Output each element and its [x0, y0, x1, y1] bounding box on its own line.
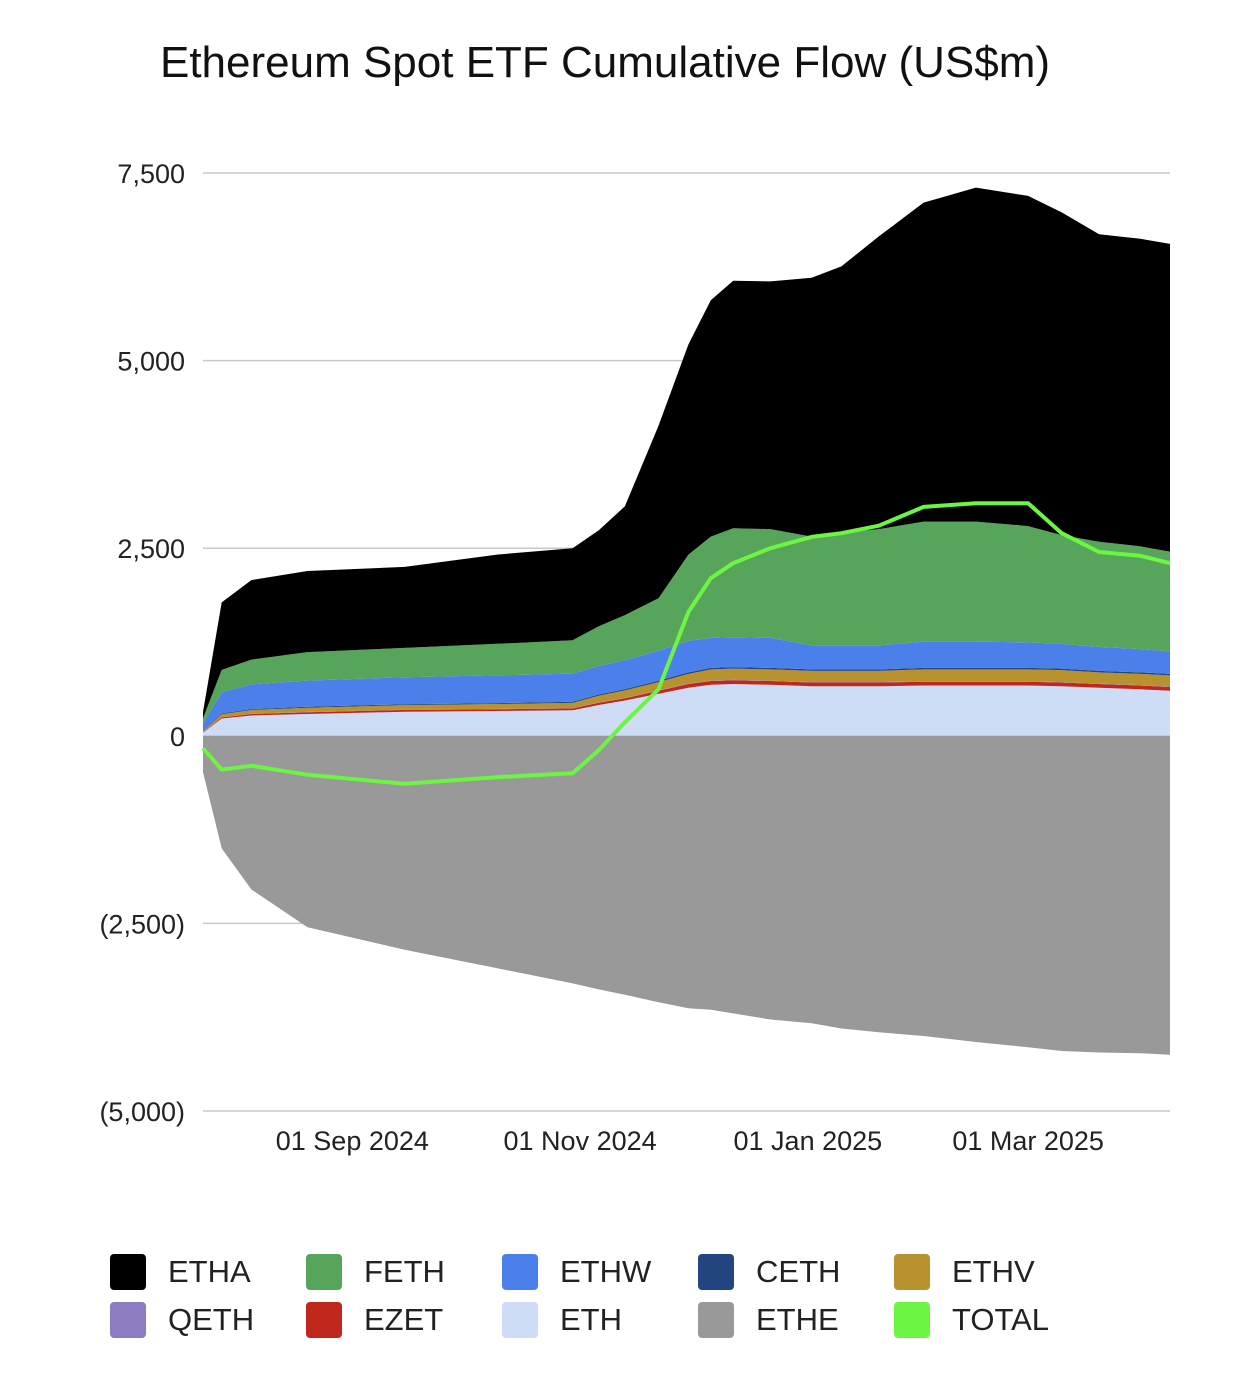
y-tick-label: (2,500): [99, 909, 185, 939]
legend-label: QETH: [168, 1302, 255, 1337]
legend-item[interactable]: ETHW: [502, 1254, 698, 1290]
x-tick-label: 01 Nov 2024: [504, 1126, 657, 1156]
legend-item[interactable]: ETHE: [698, 1302, 894, 1338]
legend-label: EZET: [364, 1302, 444, 1337]
area-ethv: [203, 668, 1170, 733]
y-tick-label: 5,000: [117, 347, 185, 377]
legend-item[interactable]: TOTAL: [894, 1302, 1090, 1338]
legend-item[interactable]: CETH: [698, 1254, 894, 1290]
area-ezet: [203, 680, 1170, 733]
area-ethe: [203, 735, 1170, 1055]
legend-label: ETH: [560, 1302, 622, 1337]
legend-swatch: [502, 1302, 538, 1338]
legend-item[interactable]: ETHV: [894, 1254, 1090, 1290]
chart-legend: ETHA FETH ETHW CETH ETHV QETH EZET ETH E…: [110, 1248, 1110, 1344]
legend-swatch: [306, 1254, 342, 1290]
area-feth: [203, 521, 1170, 724]
y-tick-label: (5,000): [99, 1097, 185, 1127]
legend-label: ETHE: [756, 1302, 839, 1337]
legend-item[interactable]: EZET: [306, 1302, 502, 1338]
area-ethw: [203, 637, 1170, 732]
y-tick-label: 0: [170, 722, 185, 752]
legend-label: ETHA: [168, 1254, 251, 1289]
legend-swatch: [110, 1302, 146, 1338]
cumulative-flow-chart: 7,500 5,000 2,500 0 (2,500) (5,000) 01 Sep 20…: [99, 159, 1171, 1156]
x-axis-tick-labels: 01 Sep 2024 01 Nov 2024 01 Jan 2025 01 Mar …: [276, 1126, 1104, 1156]
legend-swatch: [894, 1254, 930, 1290]
legend-item[interactable]: FETH: [306, 1254, 502, 1290]
chart-title: Ethereum Spot ETF Cumulative Flow (US$m): [159, 38, 1051, 87]
line-total: [201, 501, 1171, 786]
legend-label: FETH: [364, 1254, 445, 1289]
area-etha: [203, 187, 1170, 719]
legend-swatch: [502, 1254, 538, 1290]
y-tick-label: 7,500: [117, 159, 185, 189]
legend-label: ETHW: [560, 1254, 652, 1289]
legend-swatch: [306, 1302, 342, 1338]
legend-row-1: ETHA FETH ETHW CETH ETHV: [110, 1248, 1110, 1296]
legend-swatch: [698, 1254, 734, 1290]
legend-row-2: QETH EZET ETH ETHE TOTAL: [110, 1296, 1110, 1344]
legend-label: CETH: [756, 1254, 841, 1289]
legend-item[interactable]: QETH: [110, 1302, 306, 1338]
total-line-layer: [201, 501, 1171, 786]
y-axis-tick-labels: 7,500 5,000 2,500 0 (2,500) (5,000): [99, 159, 185, 1127]
x-tick-label: 01 Jan 2025: [734, 1126, 883, 1156]
legend-label: ETHV: [952, 1254, 1035, 1289]
area-eth: [203, 684, 1170, 736]
x-tick-label: 01 Mar 2025: [952, 1126, 1104, 1156]
legend-item[interactable]: ETH: [502, 1302, 698, 1338]
legend-swatch: [698, 1302, 734, 1338]
legend-swatch: [110, 1254, 146, 1290]
legend-item[interactable]: ETHA: [110, 1254, 306, 1290]
legend-label: TOTAL: [952, 1302, 1050, 1337]
x-tick-label: 01 Sep 2024: [276, 1126, 429, 1156]
stacked-areas: [203, 187, 1170, 1055]
y-tick-label: 2,500: [117, 534, 185, 564]
legend-swatch: [894, 1302, 930, 1338]
